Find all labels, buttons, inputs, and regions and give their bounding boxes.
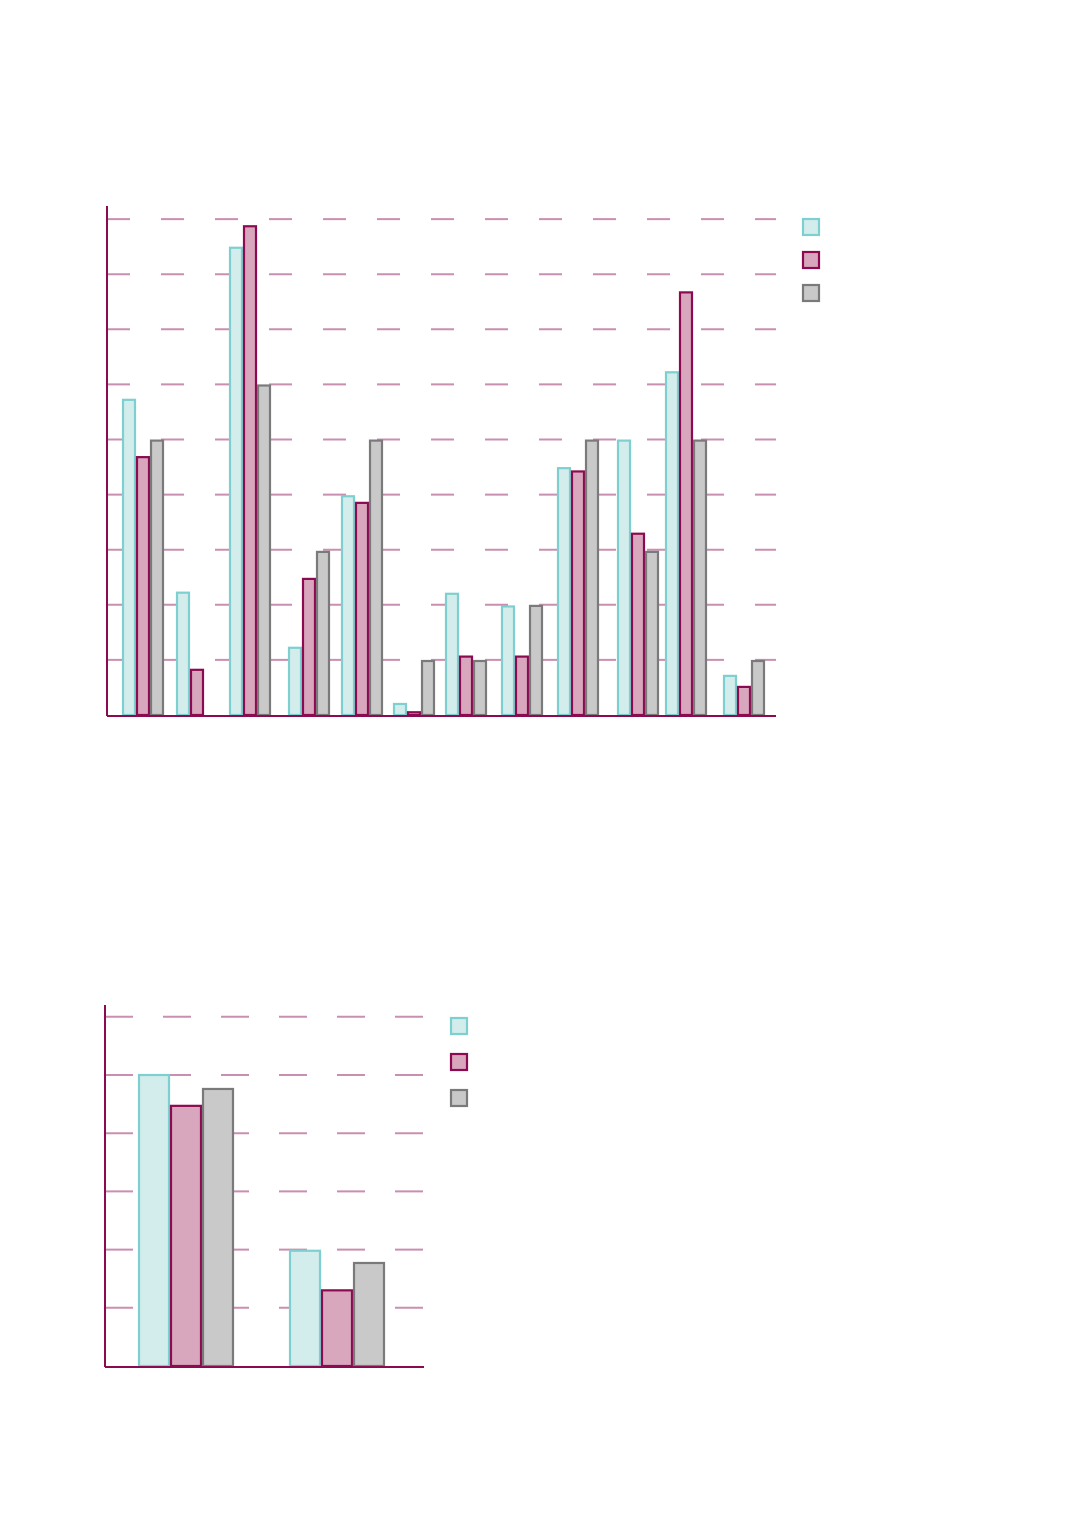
bar-series-1-cat-3 <box>228 246 244 717</box>
bar-series-3-cat-2 <box>352 1261 386 1368</box>
bar-series-1-cat-9 <box>556 467 572 717</box>
bar-series-3-cat-10 <box>644 550 660 717</box>
legend-swatch-series-1 <box>801 217 821 237</box>
bar-series-2-cat-1 <box>135 456 151 717</box>
legend-swatch-series-3 <box>801 283 821 303</box>
bar-series-1-cat-12 <box>722 674 738 717</box>
bar-series-2-cat-11 <box>678 291 694 717</box>
bar-series-1-cat-1 <box>121 398 137 717</box>
bar-series-3-cat-6 <box>420 659 436 717</box>
bar-series-3-cat-11 <box>692 439 708 717</box>
bar-series-3-cat-4 <box>315 550 331 717</box>
legend-swatch-series-2 <box>449 1052 469 1072</box>
bar-series-1-cat-8 <box>500 605 516 717</box>
bar-series-3-cat-9 <box>584 439 600 717</box>
bar-series-1-cat-11 <box>664 371 680 717</box>
bar-series-2-cat-7 <box>458 655 474 717</box>
bar-series-2-cat-6 <box>406 711 422 717</box>
legend-swatch-series-2 <box>801 250 821 270</box>
bar-series-2-cat-4 <box>301 577 317 717</box>
bar-series-2-cat-5 <box>354 501 370 717</box>
bar-series-2-cat-10 <box>630 532 646 717</box>
bar-series-3-cat-12 <box>750 659 766 717</box>
bar-series-3-cat-8 <box>528 604 544 717</box>
bar-series-1-cat-5 <box>340 495 356 717</box>
legend-swatch-series-1 <box>449 1016 469 1036</box>
legend-swatch-series-3 <box>449 1088 469 1108</box>
bar-series-1-cat-2 <box>175 591 191 717</box>
bar-series-2-cat-3 <box>242 225 258 717</box>
bar-series-2-cat-9 <box>570 470 586 717</box>
bar-series-3-cat-5 <box>368 439 384 717</box>
bar-series-2-cat-2 <box>320 1289 354 1368</box>
bar-series-2-cat-12 <box>736 685 752 717</box>
bar-series-1-cat-7 <box>444 592 460 717</box>
bar-series-1-cat-2 <box>288 1249 322 1368</box>
bar-series-1-cat-4 <box>287 646 303 717</box>
bar-series-2-cat-1 <box>169 1104 203 1368</box>
chart-1 <box>106 206 821 717</box>
chart-2 <box>104 1005 469 1368</box>
bar-series-2-cat-8 <box>514 655 530 717</box>
bar-series-1-cat-1 <box>137 1073 171 1368</box>
bar-series-3-cat-7 <box>472 659 488 717</box>
bar-series-1-cat-6 <box>392 702 408 717</box>
bar-series-3-cat-1 <box>201 1087 235 1368</box>
bar-series-1-cat-10 <box>616 439 632 717</box>
bar-series-3-cat-3 <box>256 384 272 717</box>
bar-series-2-cat-2 <box>189 668 205 717</box>
bar-series-3-cat-1 <box>149 439 165 717</box>
